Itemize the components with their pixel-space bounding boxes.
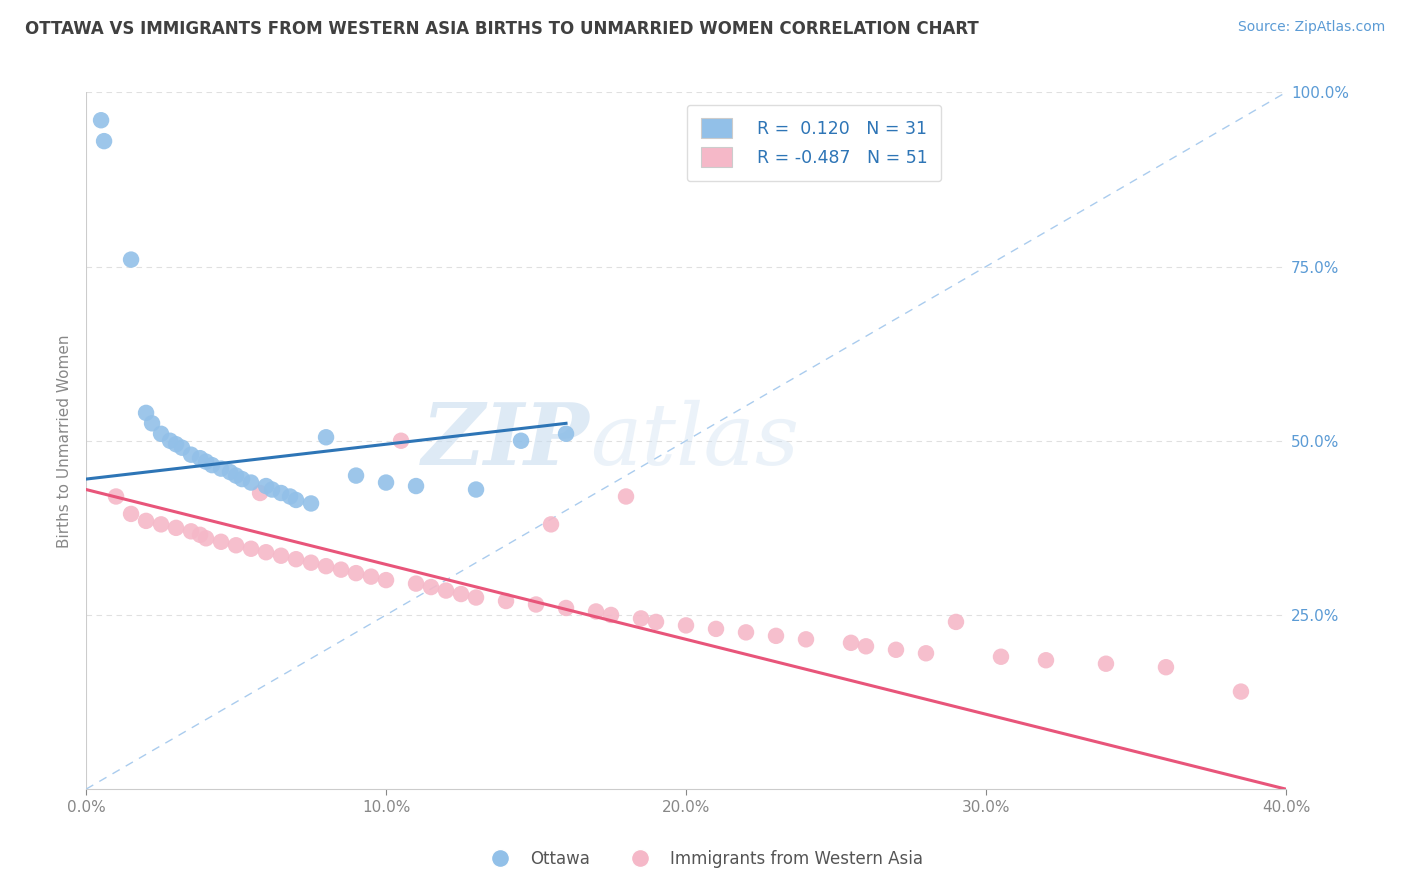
Point <box>135 514 157 528</box>
Point <box>344 468 367 483</box>
Point <box>254 545 277 559</box>
Point <box>120 252 142 267</box>
Point <box>1230 684 1253 698</box>
Point <box>285 552 308 566</box>
Text: Source: ZipAtlas.com: Source: ZipAtlas.com <box>1237 20 1385 34</box>
Point <box>1154 660 1177 674</box>
Point <box>188 528 211 542</box>
Point <box>315 430 337 444</box>
Point <box>704 622 727 636</box>
Point <box>465 591 488 605</box>
Point <box>315 559 337 574</box>
Point <box>180 524 202 539</box>
Point <box>93 134 115 148</box>
Point <box>141 417 163 431</box>
Point <box>375 573 398 587</box>
Point <box>1035 653 1057 667</box>
Point <box>209 461 232 475</box>
Y-axis label: Births to Unmarried Women: Births to Unmarried Women <box>58 334 72 548</box>
Legend:   R =  0.120   N = 31,   R = -0.487   N = 51: R = 0.120 N = 31, R = -0.487 N = 51 <box>686 104 941 181</box>
Point <box>225 538 247 552</box>
Point <box>945 615 967 629</box>
Point <box>675 618 697 632</box>
Point <box>299 556 322 570</box>
Point <box>630 611 652 625</box>
Point <box>420 580 443 594</box>
Point <box>614 490 637 504</box>
Point <box>135 406 157 420</box>
Point <box>219 465 242 479</box>
Point <box>270 549 292 563</box>
Point <box>270 486 292 500</box>
Point <box>510 434 533 448</box>
Point <box>209 534 232 549</box>
Point <box>434 583 457 598</box>
Point <box>165 521 187 535</box>
Point <box>585 604 607 618</box>
Point <box>231 472 253 486</box>
Point <box>201 458 224 472</box>
Point <box>150 517 173 532</box>
Point <box>225 468 247 483</box>
Point <box>990 649 1012 664</box>
Point <box>524 598 547 612</box>
Point <box>645 615 668 629</box>
Point <box>794 632 817 647</box>
Point <box>260 483 283 497</box>
Point <box>254 479 277 493</box>
Point <box>465 483 488 497</box>
Point <box>839 636 862 650</box>
Point <box>188 451 211 466</box>
Text: atlas: atlas <box>591 400 799 482</box>
Point <box>195 455 218 469</box>
Point <box>278 490 301 504</box>
Point <box>555 601 578 615</box>
Point <box>344 566 367 581</box>
Text: ZIP: ZIP <box>422 399 591 483</box>
Point <box>150 426 173 441</box>
Point <box>120 507 142 521</box>
Point <box>105 490 128 504</box>
Point <box>450 587 472 601</box>
Point <box>165 437 187 451</box>
Point <box>285 493 308 508</box>
Point <box>405 576 427 591</box>
Point <box>855 640 877 654</box>
Point <box>180 448 202 462</box>
Point <box>1095 657 1118 671</box>
Point <box>170 441 193 455</box>
Point <box>375 475 398 490</box>
Point <box>90 113 112 128</box>
Point <box>240 475 263 490</box>
Point <box>405 479 427 493</box>
Point <box>735 625 758 640</box>
Legend: Ottawa, Immigrants from Western Asia: Ottawa, Immigrants from Western Asia <box>477 844 929 875</box>
Point <box>540 517 562 532</box>
Point <box>360 569 382 583</box>
Point <box>884 642 907 657</box>
Point <box>389 434 412 448</box>
Point <box>555 426 578 441</box>
Point <box>299 496 322 510</box>
Point <box>249 486 271 500</box>
Point <box>765 629 787 643</box>
Point <box>240 541 263 556</box>
Point <box>159 434 181 448</box>
Point <box>495 594 517 608</box>
Point <box>330 563 353 577</box>
Point <box>915 646 938 660</box>
Text: OTTAWA VS IMMIGRANTS FROM WESTERN ASIA BIRTHS TO UNMARRIED WOMEN CORRELATION CHA: OTTAWA VS IMMIGRANTS FROM WESTERN ASIA B… <box>25 20 979 37</box>
Point <box>195 531 218 545</box>
Point <box>600 607 623 622</box>
